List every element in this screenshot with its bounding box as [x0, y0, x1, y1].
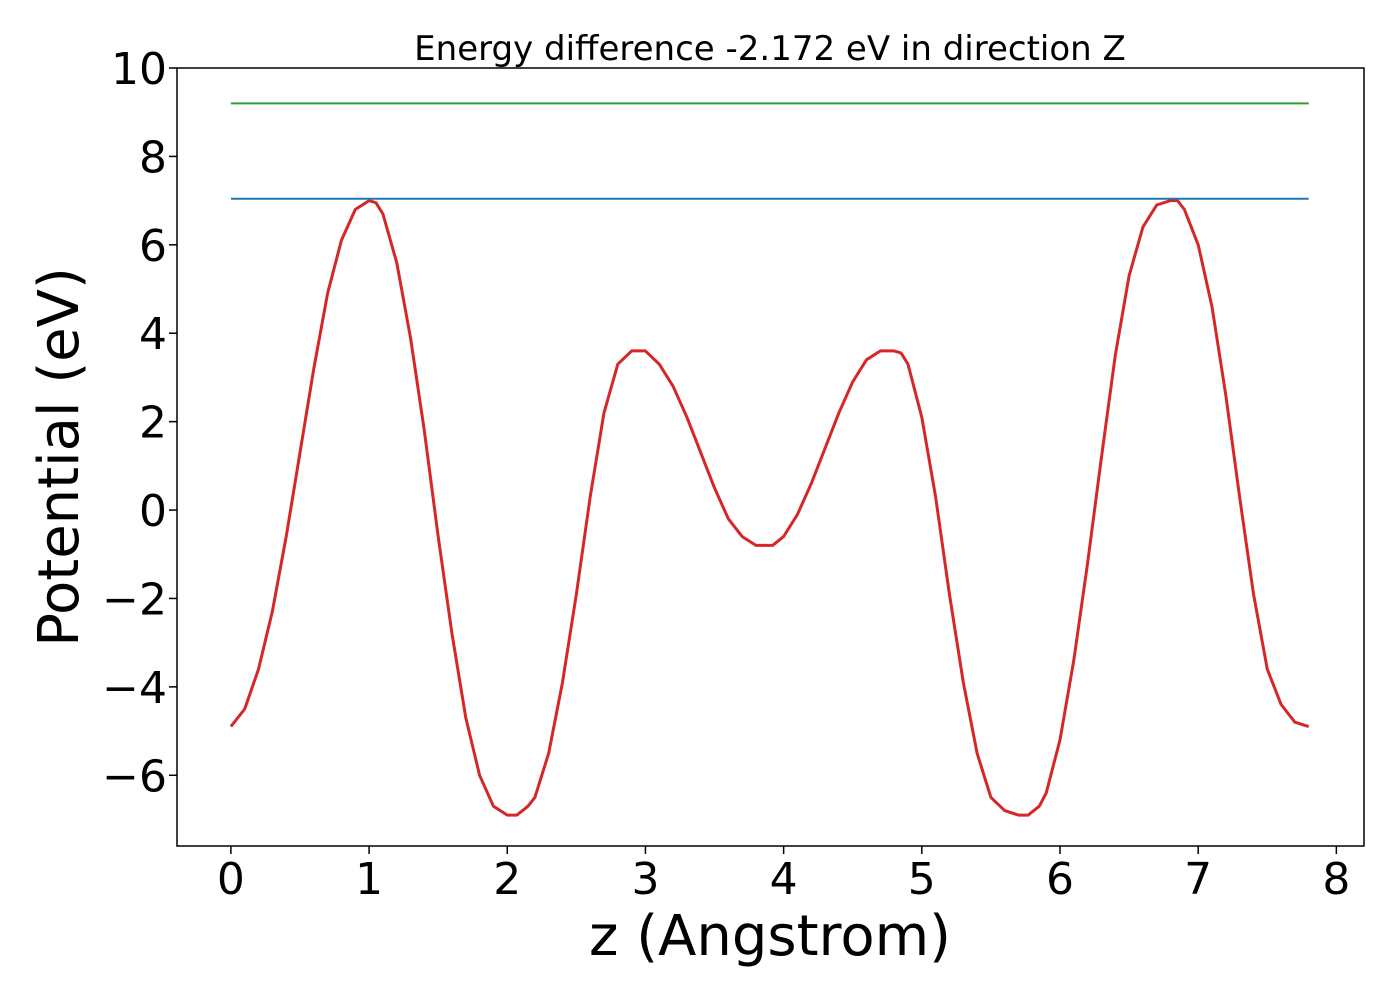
- y-tick-label: 8: [139, 132, 167, 183]
- y-axis-label: Potential (eV): [27, 267, 92, 647]
- y-axis-ticks: −6 −4 −2 0 2 4 6 8 10: [102, 44, 177, 802]
- plot-lines: [229, 102, 1310, 817]
- x-tick-label: 7: [1184, 854, 1212, 905]
- y-tick-label: −4: [102, 663, 167, 714]
- x-tick-label: 5: [908, 854, 936, 905]
- x-tick-label: 0: [217, 854, 245, 905]
- plot-frame: [176, 67, 1365, 847]
- y-tick-label: −6: [102, 751, 167, 802]
- y-tick-label: 4: [139, 309, 167, 360]
- series-line-0: [229, 199, 1310, 817]
- x-tick-label: 1: [355, 854, 383, 905]
- x-tick-label: 2: [493, 854, 521, 905]
- y-tick-label: 0: [139, 486, 167, 537]
- x-tick-label: 8: [1322, 854, 1350, 905]
- y-tick-label: −2: [102, 574, 167, 625]
- x-axis-label: z (Angstrom): [589, 904, 951, 969]
- x-tick-label: 4: [770, 854, 798, 905]
- chart-title: Energy difference -2.172 eV in direction…: [414, 29, 1126, 69]
- y-tick-label: 2: [139, 398, 167, 449]
- x-tick-label: 6: [1046, 854, 1074, 905]
- y-tick-label: 6: [139, 221, 167, 272]
- x-axis-ticks: 0 1 2 3 4 5 6 7 8: [217, 846, 1350, 905]
- y-tick-label: 10: [111, 44, 167, 95]
- x-tick-label: 3: [631, 854, 659, 905]
